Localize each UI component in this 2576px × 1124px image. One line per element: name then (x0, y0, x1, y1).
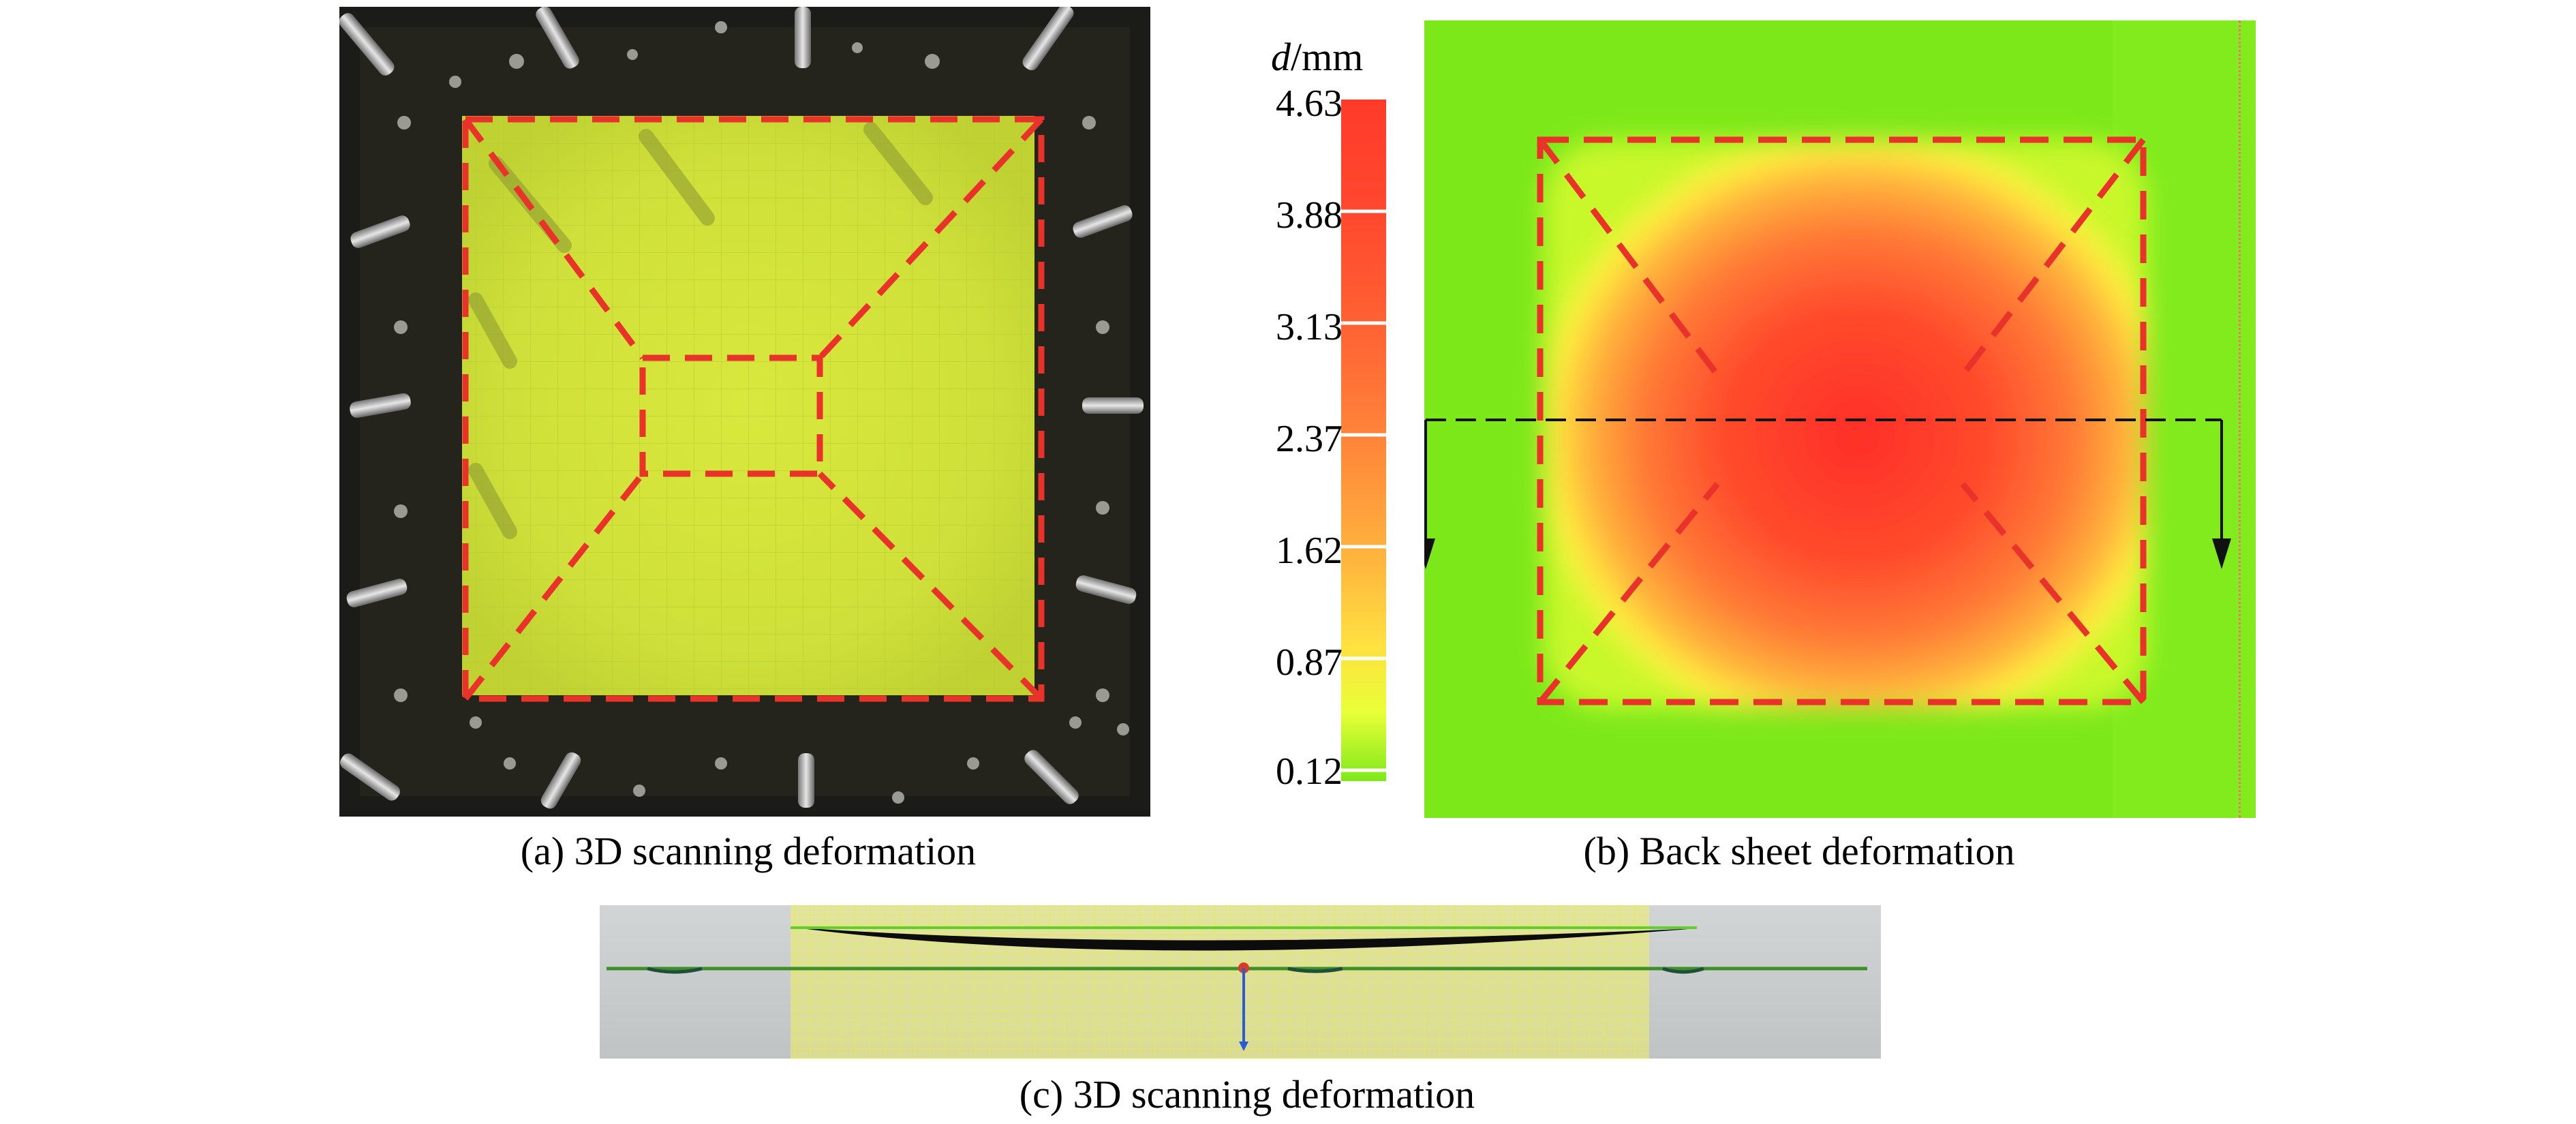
colorbar-tick-1: 3.88 (1276, 194, 1343, 237)
colorbar-tick-4: 1.62 (1276, 530, 1343, 572)
dashed-outline-b (1537, 136, 2147, 705)
panel-b-edge-line (2239, 20, 2241, 818)
panel-c-side-scan (600, 905, 1881, 1059)
colorbar-title: d/mm (1271, 34, 1363, 80)
colorbar-tick-3: 2.37 (1276, 418, 1343, 460)
colorbar-unit: /mm (1291, 35, 1364, 79)
caption-a: (a) 3D scanning deformation (520, 829, 977, 873)
panel-a-photo (339, 7, 1150, 817)
caption-b: (b) Back sheet deformation (1583, 829, 2015, 873)
caption-c: (c) 3D scanning deformation (1019, 1072, 1475, 1117)
frame-bolts (339, 7, 1144, 809)
section-line (1424, 419, 2223, 549)
colorbar (1341, 100, 1386, 781)
colorbar-tick-5: 0.87 (1276, 641, 1343, 684)
section-arrowheads (1424, 538, 2231, 569)
colorbar-variable: d (1271, 35, 1291, 79)
panel-b-deformation-map (1424, 20, 2256, 818)
colorbar-tick-2: 3.13 (1276, 306, 1343, 348)
colorbar-tick-6: 0.12 (1276, 750, 1343, 793)
dashed-outline-a (462, 116, 1045, 702)
frame-nuts (394, 21, 1129, 804)
colorbar-tick-0: 4.63 (1276, 82, 1343, 125)
